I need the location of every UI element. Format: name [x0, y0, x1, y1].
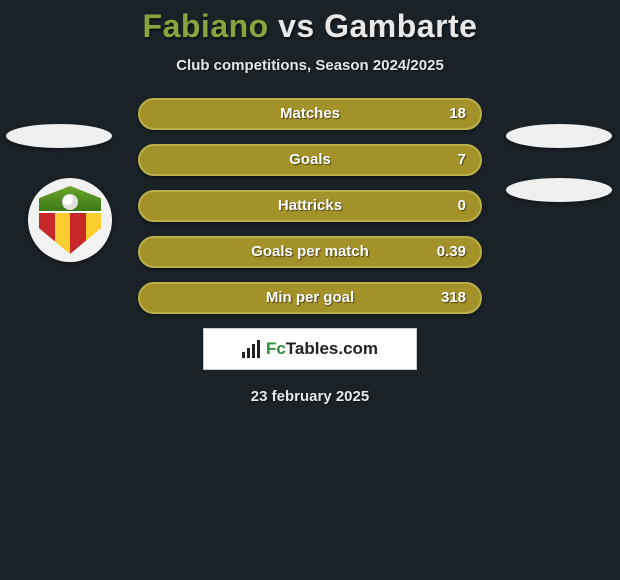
- vs-text: vs: [278, 8, 315, 44]
- brand-text: FcTables.com: [266, 339, 378, 359]
- page-title: Fabiano vs Gambarte: [0, 8, 620, 45]
- stat-value-right: 318: [441, 284, 466, 312]
- bar-chart-icon: [242, 340, 260, 358]
- stats-list: Matches18 Goals7 Hattricks0 Goals per match…: [138, 98, 482, 314]
- stat-row: Goals per match0.39: [138, 236, 482, 268]
- player2-name: Gambarte: [324, 8, 477, 44]
- right-ellipse-placeholder-1: [506, 124, 612, 148]
- stat-value-right: 7: [458, 146, 466, 174]
- stat-label: Min per goal: [140, 284, 480, 312]
- stat-value-right: 18: [449, 100, 466, 128]
- stat-row: Min per goal318: [138, 282, 482, 314]
- player1-name: Fabiano: [143, 8, 269, 44]
- date-text: 23 february 2025: [0, 388, 620, 405]
- stat-label: Goals per match: [140, 238, 480, 266]
- right-ellipse-placeholder-2: [506, 178, 612, 202]
- stat-row: Goals7: [138, 144, 482, 176]
- card: Fabiano vs Gambarte Club competitions, S…: [0, 0, 620, 405]
- stat-row: Matches18: [138, 98, 482, 130]
- brand-logo: FcTables.com: [203, 328, 417, 370]
- shield-icon: [39, 186, 101, 254]
- stat-row: Hattricks0: [138, 190, 482, 222]
- stat-value-right: 0: [458, 192, 466, 220]
- stat-value-right: 0.39: [437, 238, 466, 266]
- stat-label: Matches: [140, 100, 480, 128]
- stat-label: Goals: [140, 146, 480, 174]
- left-ellipse-placeholder: [6, 124, 112, 148]
- team-badge: [28, 178, 112, 262]
- subtitle: Club competitions, Season 2024/2025: [0, 57, 620, 74]
- brand-prefix: Fc: [266, 339, 286, 358]
- brand-suffix: Tables.com: [286, 339, 378, 358]
- stat-label: Hattricks: [140, 192, 480, 220]
